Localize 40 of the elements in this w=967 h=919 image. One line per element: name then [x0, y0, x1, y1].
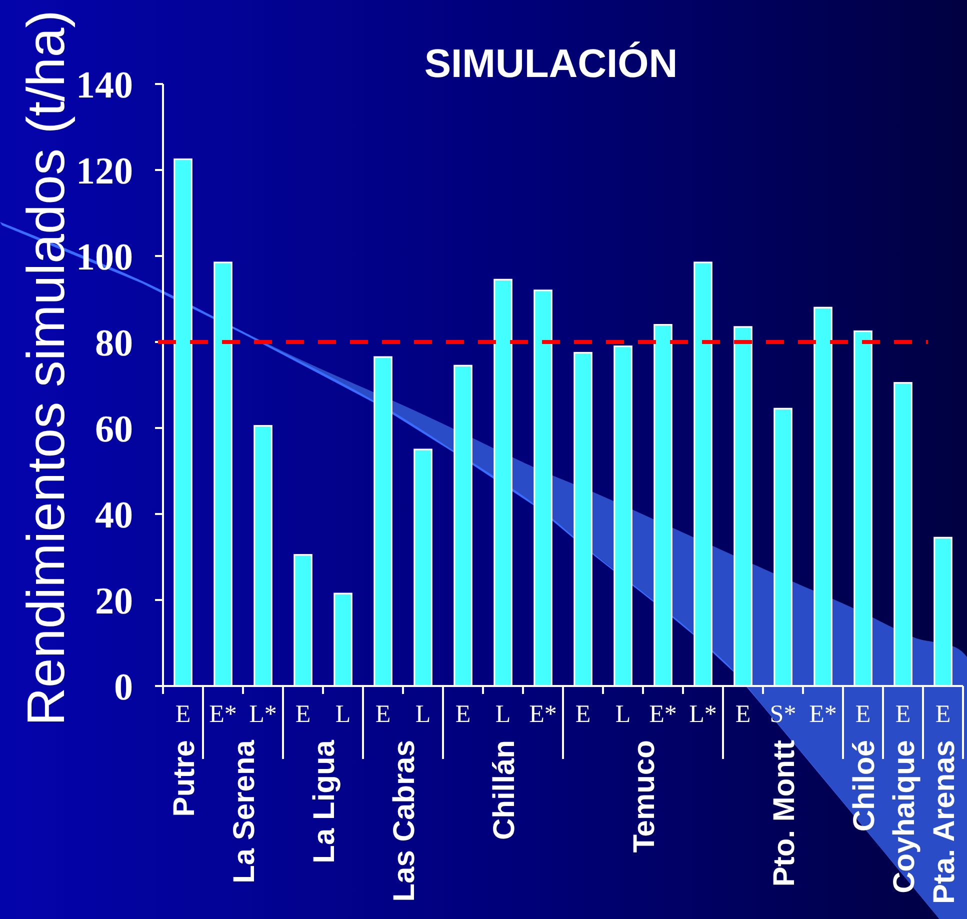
y-tick-label: 120 [76, 150, 133, 192]
text: E [855, 701, 871, 728]
text: E* [809, 701, 837, 728]
y-tick-label: 40 [95, 494, 133, 536]
text: L [615, 701, 631, 728]
x-tick-label: Pto. Montt [768, 740, 801, 887]
text: L* [689, 701, 717, 728]
text: E [375, 701, 391, 728]
text: L [495, 701, 511, 728]
series-label: S* [770, 701, 796, 728]
text: E [895, 701, 911, 728]
x-tick-label: Las Cabras [388, 740, 421, 902]
y-tick-label: 140 [76, 64, 133, 106]
chart-title: SIMULACIÓN [424, 41, 678, 86]
series-label: E [175, 701, 191, 728]
text: L [415, 701, 431, 728]
y-axis-title: Rendimientos simulados (t/ha) [17, 10, 76, 726]
series-label: E* [529, 701, 557, 728]
x-tick-label: Chillán [488, 740, 521, 840]
text: E [295, 701, 311, 728]
series-label: L [335, 701, 351, 728]
text: E [575, 701, 591, 728]
series-label: L* [249, 701, 277, 728]
y-tick-label: 60 [95, 408, 133, 450]
x-tick-label: La Serena [228, 740, 261, 884]
text: E [735, 701, 751, 728]
x-tick-label: Putre [168, 740, 201, 817]
text: E [935, 701, 951, 728]
text: E* [649, 701, 677, 728]
text: E [455, 701, 471, 728]
x-tick-label: Pta. Arenas [928, 740, 961, 904]
y-tick-label: 20 [95, 580, 133, 622]
y-tick-label: 0 [114, 666, 133, 708]
x-tick-label: La Ligua [308, 740, 341, 864]
x-tick-label: Coyhaique [888, 740, 921, 894]
x-tick-label: Chiloé [848, 740, 881, 832]
y-tick-label: 100 [76, 236, 133, 278]
x-tick-label: Temuco [628, 740, 661, 853]
text: E* [209, 701, 237, 728]
y-tick-label: 80 [95, 322, 133, 364]
